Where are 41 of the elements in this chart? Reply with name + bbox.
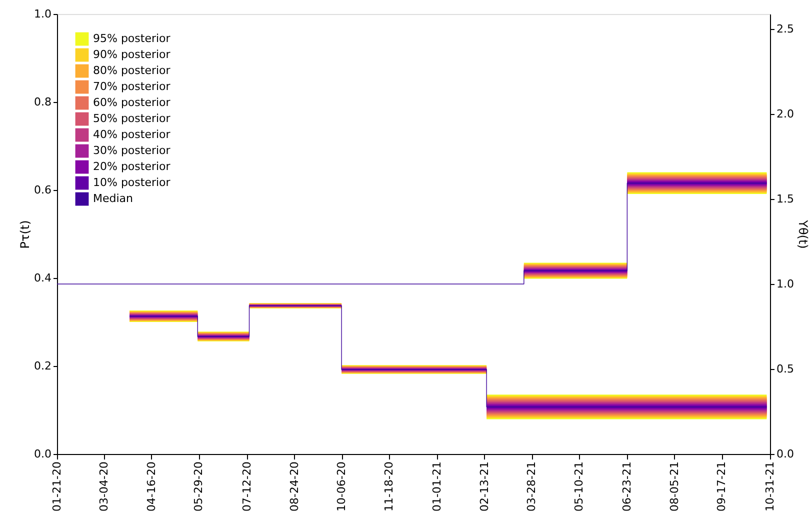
y2-tick-label: 2.0 (776, 107, 794, 120)
x-tick-label: 10-06-20 (335, 462, 348, 512)
x-tick-label: 05-10-21 (572, 462, 586, 512)
y-tick-label: 0.2 (34, 360, 52, 372)
x-tick-label: 03-28-21 (525, 462, 538, 512)
x-tick-label: 05-29-20 (192, 462, 206, 512)
y-tick-label: 0.6 (34, 184, 52, 196)
y2-tick-label: 2.5 (776, 22, 794, 36)
legend-label: 10% posterior (93, 176, 171, 189)
legend-label: 60% posterior (93, 96, 171, 109)
x-tick-label: 08-05-21 (668, 462, 681, 512)
x-tick-label: 04-16-20 (144, 462, 158, 512)
y-tick-label: 0.8 (34, 96, 52, 108)
legend-label: 30% posterior (93, 144, 171, 157)
legend-label: 40% posterior (93, 128, 171, 141)
y2-tick-label: 1.0 (776, 277, 794, 290)
x-tick-label: 08-24-20 (288, 462, 301, 512)
y2-tick-label: 0.0 (776, 448, 794, 460)
y-tick-label: 0.0 (34, 448, 52, 460)
y-tick-label: 0.4 (34, 272, 52, 284)
x-tick-label: 11-18-20 (382, 462, 396, 512)
y2-tick-label: 1.5 (776, 192, 794, 206)
x-tick-label: 01-01-21 (430, 462, 444, 512)
x-tick-label: 03-04-20 (98, 462, 111, 512)
legend-label: 20% posterior (93, 160, 171, 173)
x-tick-label: 01-21-20 (50, 462, 64, 512)
legend-label: 70% posterior (93, 80, 171, 93)
legend-label: Median (93, 192, 134, 205)
y-tick-label: 1.0 (34, 8, 52, 20)
legend-label: 80% posterior (93, 64, 171, 77)
legend-label: 95% posterior (93, 32, 171, 45)
y2-axis-title: Yθ(t) (796, 219, 809, 249)
x-tick-label: 09-17-21 (715, 462, 728, 512)
y-axis-title: Pτ(t) (18, 220, 32, 249)
legend-label: 90% posterior (93, 48, 171, 61)
x-tick-label: 10-31-21 (764, 462, 776, 512)
x-tick-label: 02-13-21 (478, 462, 491, 512)
y2-tick-label: 0.5 (776, 362, 794, 376)
x-tick-label: 07-12-20 (240, 462, 254, 512)
x-tick-label: 06-23-21 (620, 462, 634, 512)
legend-label: 50% posterior (93, 112, 171, 125)
